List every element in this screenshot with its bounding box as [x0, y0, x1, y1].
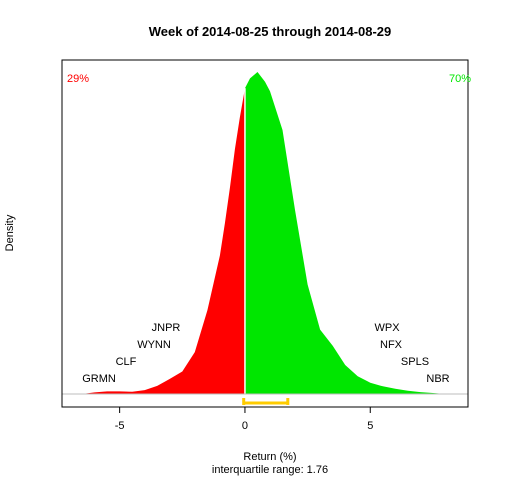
annotation-clf: CLF: [116, 356, 137, 368]
annotation-spls: SPLS: [401, 356, 429, 368]
annotation-grmn: GRMN: [82, 373, 116, 385]
chart-title: Week of 2014-08-25 through 2014-08-29: [149, 24, 392, 39]
interquartile-range-bar: [242, 398, 290, 405]
x-tick-label: 5: [367, 420, 373, 432]
negative-returns-area: [82, 88, 245, 394]
positive-returns-area: [245, 72, 446, 394]
annotation-wpx: WPX: [374, 322, 400, 334]
right-annotations: WPX NFX SPLS NBR: [374, 322, 449, 385]
annotation-nfx: NFX: [380, 339, 403, 351]
plot-frame: [61, 59, 469, 408]
left-annotations: JNPR WYNN CLF GRMN: [82, 322, 180, 385]
x-axis: -5 0 5: [115, 407, 373, 432]
annotation-nbr: NBR: [426, 373, 449, 385]
x-tick-label: -5: [115, 420, 125, 432]
negative-share-label: 29%: [67, 73, 89, 85]
plot-area: [62, 72, 468, 405]
annotation-jnpr: JNPR: [152, 322, 181, 334]
x-tick-label: 0: [242, 420, 248, 432]
positive-share-label: 70%: [449, 73, 471, 85]
iqr-caption: interquartile range: 1.76: [212, 464, 328, 476]
y-axis-label: Density: [4, 214, 16, 251]
x-axis-label: Return (%): [243, 451, 296, 463]
annotation-wynn: WYNN: [137, 339, 171, 351]
